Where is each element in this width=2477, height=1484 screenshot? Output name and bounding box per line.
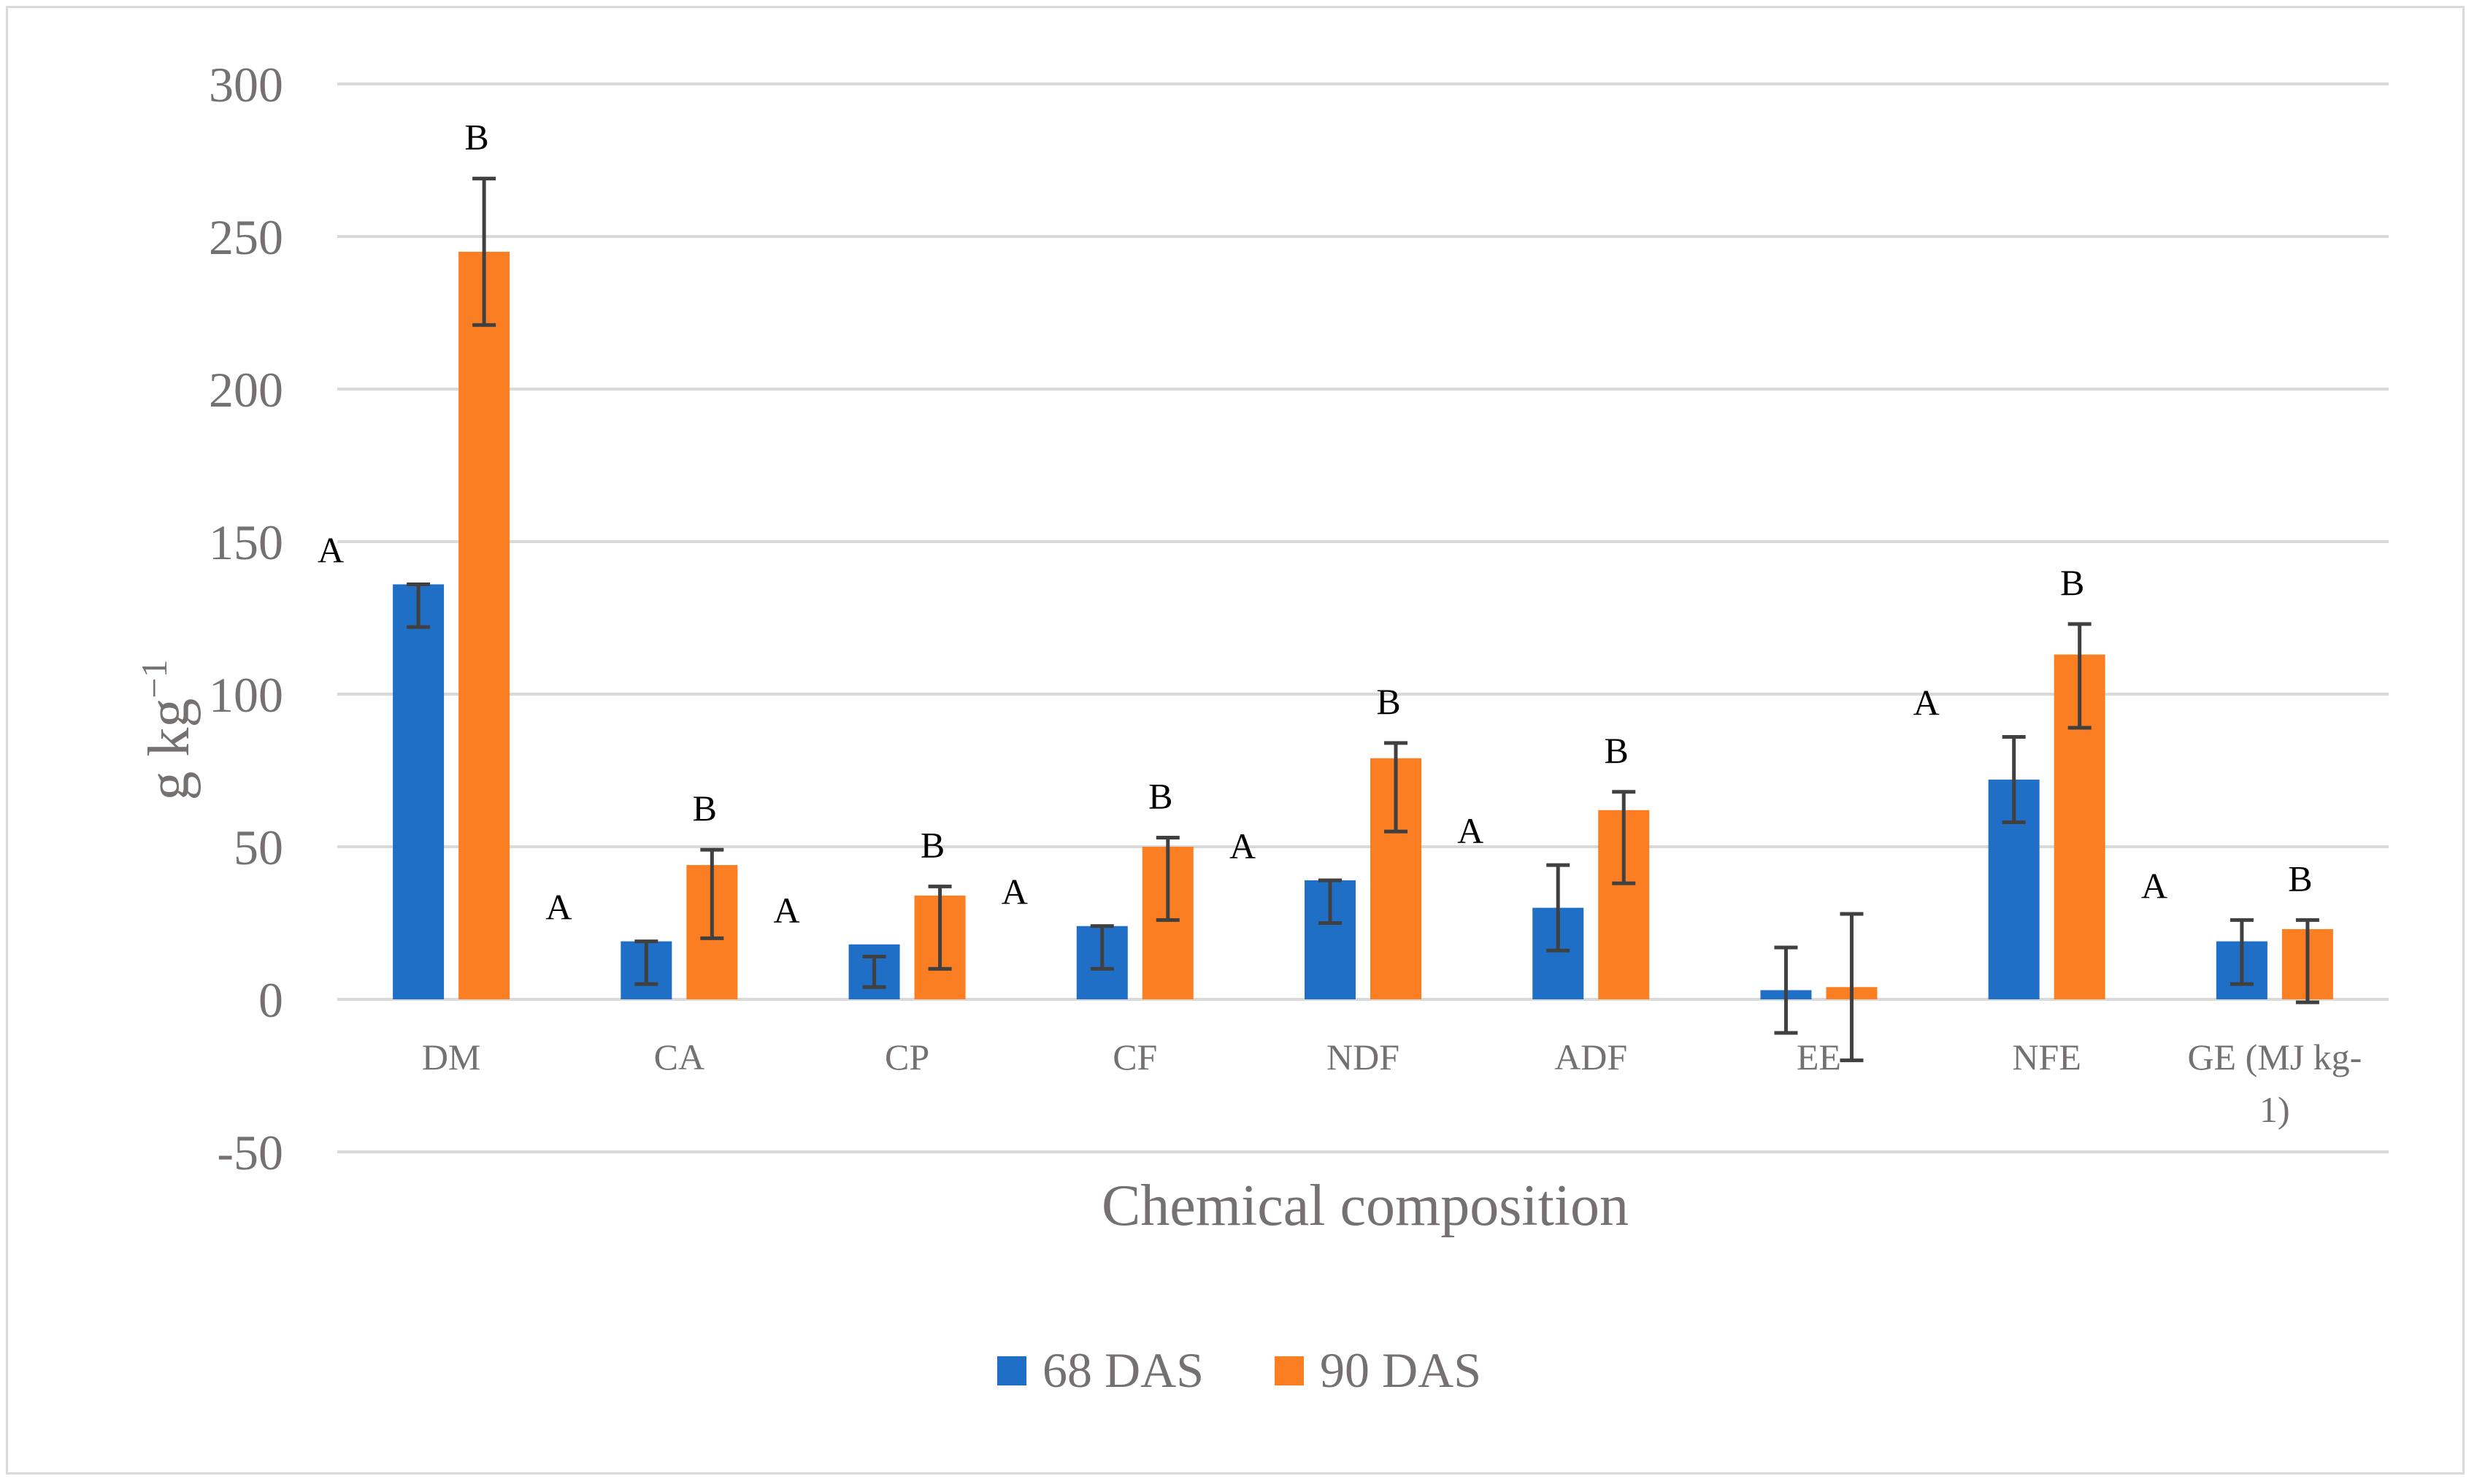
bar-90-das-dm — [458, 251, 510, 999]
y-tick-label: 50 — [234, 820, 283, 875]
y-tick-label: 200 — [209, 362, 283, 418]
error-bar-68-das-dm — [407, 583, 431, 629]
error-bar-90-das-cp — [928, 884, 952, 971]
y-axis-title-text: g kg — [137, 699, 201, 801]
error-bar-layer — [407, 177, 2319, 1063]
significance-label-90-das-nfe: B — [2060, 562, 2084, 603]
y-tick-labels: 300 250 200 150 100 50 0 -50 — [209, 57, 283, 1180]
error-bar-68-das-cp — [862, 954, 886, 989]
grid-layer — [337, 82, 2389, 1153]
x-tick-label-nfe: NFE — [2012, 1037, 2081, 1077]
x-tick-label-adf: ADF — [1554, 1037, 1627, 1077]
y-tick-label: 250 — [209, 209, 283, 265]
y-tick-label: 100 — [209, 667, 283, 723]
x-tick-label-ca: CA — [654, 1037, 704, 1077]
legend-swatch-90-das — [1275, 1356, 1304, 1385]
error-bar-68-das-ca — [634, 939, 658, 986]
y-tick-label: 150 — [209, 515, 283, 570]
svg-text:g kg−1: g kg−1 — [134, 659, 201, 800]
error-bar-68-das-cf — [1090, 924, 1114, 971]
error-bar-90-das-ee — [1840, 912, 1864, 1063]
y-axis-title: g kg−1 — [134, 659, 201, 800]
significance-label-90-das-ca: B — [693, 788, 717, 828]
significance-label-90-das-ge: B — [2288, 858, 2312, 899]
x-tick-label-ge: GE (MJ kg-1) — [2187, 1037, 2362, 1130]
error-bar-90-das-nfe — [2067, 622, 2092, 730]
x-axis-title: Chemical composition — [1102, 1174, 1629, 1238]
significance-label-90-das-ndf: B — [1376, 681, 1400, 722]
significance-label-68-das-dm: A — [318, 530, 344, 571]
x-tick-label-cf: CF — [1113, 1037, 1157, 1077]
significance-label-68-das-cf: A — [1002, 872, 1028, 912]
error-bar-68-das-adf — [1546, 863, 1570, 953]
error-bar-90-das-adf — [1612, 790, 1636, 885]
significance-label-90-das-adf: B — [1605, 730, 1629, 771]
error-bar-90-das-cf — [1156, 835, 1180, 922]
significance-label-90-das-dm: B — [464, 117, 488, 158]
error-bar-90-das-ca — [700, 847, 724, 940]
legend-label-90-das: 90 DAS — [1320, 1342, 1481, 1398]
significance-label-68-das-adf: A — [1457, 810, 1483, 851]
legend: 68 DAS 90 DAS — [997, 1342, 1481, 1398]
error-bar-90-das-dm — [472, 177, 496, 327]
error-bar-68-das-ge — [2230, 918, 2254, 986]
error-bar-68-das-ndf — [1318, 878, 1342, 925]
bar-layer — [393, 251, 2333, 999]
significance-label-68-das-nfe: A — [1913, 683, 1940, 723]
significance-label-layer: A B A B A B A B A B A B A B A B — [318, 117, 2313, 931]
error-bar-68-das-ee — [1774, 945, 1798, 1035]
x-tick-label-ndf: NDF — [1326, 1037, 1399, 1077]
y-tick-label: 0 — [258, 972, 283, 1028]
significance-label-90-das-cp: B — [921, 824, 945, 865]
significance-label-68-das-ca: A — [545, 887, 572, 928]
significance-label-68-das-ndf: A — [1229, 826, 1256, 866]
legend-label-68-das: 68 DAS — [1042, 1342, 1204, 1398]
error-bar-68-das-nfe — [2002, 735, 2026, 825]
y-axis-title-superscript: −1 — [134, 659, 174, 698]
significance-label-90-das-cf: B — [1148, 775, 1172, 816]
significance-label-68-das-cp: A — [774, 890, 800, 931]
x-tick-label-ee: EE — [1797, 1037, 1841, 1077]
legend-swatch-68-das — [997, 1356, 1026, 1385]
y-tick-label: 300 — [209, 57, 283, 112]
error-bar-90-das-ge — [2295, 918, 2319, 1004]
y-tick-label: -50 — [217, 1125, 283, 1180]
category-labels: DM CA CP CF NDF ADF EE NFE GE (MJ kg-1) — [422, 1037, 2362, 1130]
error-bar-90-das-ndf — [1384, 741, 1408, 834]
significance-label-68-das-ge: A — [2141, 865, 2167, 906]
x-tick-label-cp: CP — [885, 1037, 929, 1077]
x-tick-label-dm: DM — [422, 1037, 481, 1077]
bar-68-das-dm — [393, 584, 445, 999]
